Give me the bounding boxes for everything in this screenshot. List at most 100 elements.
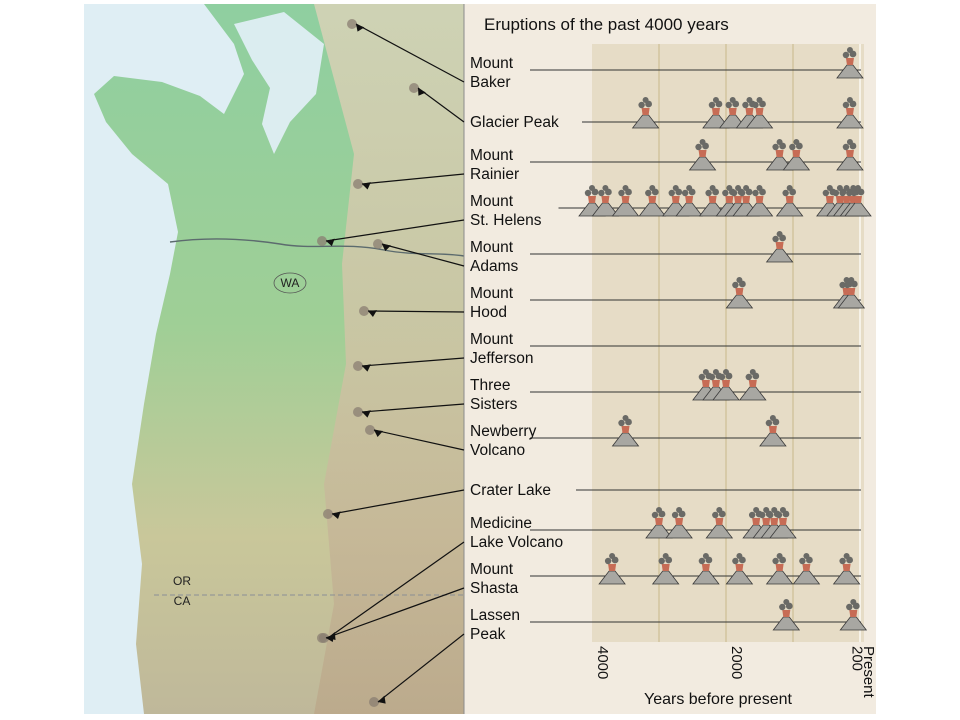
volcano-site-marker	[317, 236, 327, 246]
label-medicine-lake-volcano: Medicine Lake Volcano	[470, 515, 563, 551]
leader-line-mount-st-helens	[325, 219, 465, 242]
leader-arrowhead	[362, 410, 371, 418]
label-mount-rainier: Mount Rainier	[470, 147, 519, 183]
label-lassen-peak: Lassen Peak	[470, 607, 520, 643]
eruption-marker	[591, 185, 620, 217]
volcano-label-line: Adams	[470, 258, 518, 275]
row-medicine-lake-volcano	[530, 507, 861, 539]
volcano-site-marker	[353, 407, 363, 417]
eruption-marker	[665, 507, 693, 539]
label-mount-adams: Mount Adams	[470, 239, 518, 275]
leader-lines	[325, 23, 465, 704]
leader-line-mount-jefferson	[361, 357, 465, 367]
eruption-marker	[651, 553, 680, 585]
leader-arrowhead	[418, 88, 426, 96]
leader-line-glacier-peak	[417, 87, 465, 123]
eruption-marker	[839, 599, 868, 631]
row-lassen-peak	[530, 599, 868, 631]
leader-line-mount-hood	[367, 310, 465, 313]
leader-line-mount-shasta	[325, 587, 465, 639]
leader-arrowhead	[332, 511, 341, 520]
eruption-marker	[837, 277, 866, 309]
eruption-marker	[598, 553, 626, 585]
chart-title: Eruptions of the past 4000 years	[484, 15, 729, 34]
volcano-label-line: Mount	[470, 331, 514, 348]
eruption-marker	[645, 507, 673, 539]
volcano-site-marker	[359, 306, 369, 316]
eruption-marker	[792, 553, 821, 585]
wa-label-ring	[273, 272, 307, 294]
volcano-label-line: Medicine	[470, 515, 532, 532]
row-glacier-peak	[582, 97, 864, 129]
label-mount-st-helens: Mount St. Helens	[470, 193, 542, 229]
relief-map: WA OR CA	[84, 4, 465, 714]
eruption-marker	[611, 185, 640, 217]
eruption-marker	[692, 553, 720, 585]
volcano-label-line: Mount	[470, 561, 514, 578]
leader-arrowhead	[378, 695, 386, 704]
leader-line-three-sisters	[361, 403, 465, 413]
volcano-label-line: Jefferson	[470, 350, 533, 367]
eruption-marker	[688, 139, 717, 171]
leader-line-crater-lake	[331, 489, 465, 515]
volcano-site-marker	[353, 361, 363, 371]
volcano-label-line: Volcano	[470, 442, 525, 459]
row-mount-shasta	[530, 553, 861, 585]
leader-arrowhead	[356, 24, 365, 32]
volcano-site-marker	[373, 239, 383, 249]
eruption-marker	[765, 231, 794, 263]
volcano-label-line: Mount	[470, 193, 514, 210]
eruption-rows	[530, 47, 872, 631]
label-newberry-volcano: Newberry Volcano	[470, 423, 537, 459]
eruption-marker	[638, 185, 667, 217]
volcano-label-line: Lassen	[470, 607, 520, 624]
x-tick-label-4000: 4000	[594, 646, 611, 679]
leader-arrowhead	[374, 430, 384, 437]
row-three-sisters	[530, 369, 861, 401]
label-three-sisters: Three Sisters	[470, 377, 518, 413]
volcano-label-line: Mount	[470, 55, 514, 72]
label-crater-lake: Crater Lake	[470, 482, 551, 499]
eruption-marker	[836, 47, 864, 79]
leader-line-mount-rainier	[361, 173, 465, 185]
leader-line-mount-baker	[355, 23, 465, 83]
eruption-marker	[705, 507, 734, 539]
eruption-marker	[745, 97, 774, 129]
columbia-river	[169, 238, 465, 257]
label-mount-shasta: Mount Shasta	[470, 561, 519, 597]
row-mount-st-helens	[558, 185, 872, 217]
leader-arrowhead	[362, 182, 371, 190]
x-tick-label-present: Present	[860, 646, 876, 699]
eruption-marker	[836, 139, 864, 171]
map-label-wa: WA	[281, 276, 300, 290]
eruption-marker	[759, 415, 787, 447]
eruption-marker	[782, 139, 811, 171]
volcano-site-marker	[353, 179, 363, 189]
volcano-label-line: Lake Volcano	[470, 534, 563, 551]
chart-gridlines	[658, 44, 861, 642]
eruption-marker	[738, 369, 767, 401]
eruption-marker	[832, 553, 861, 585]
volcano-label-line: Sisters	[470, 396, 518, 413]
row-mount-adams	[530, 231, 861, 263]
leader-arrowhead	[326, 238, 335, 247]
volcano-label-line: Mount	[470, 147, 514, 164]
volcano-label-line: St. Helens	[470, 212, 542, 229]
x-axis-label: Years before present	[644, 691, 793, 708]
volcano-label-line: Newberry	[470, 423, 537, 440]
eruption-marker	[769, 507, 797, 539]
row-mount-hood	[530, 277, 866, 309]
x-tick-label-2000: 2000	[728, 646, 745, 679]
volcano-site-marker	[347, 19, 357, 29]
map-label-ca: CA	[174, 594, 191, 608]
volcano-label-line: Rainier	[470, 166, 519, 183]
volcano-labels: Mount Baker Glacier Peak Mount Rainier Mount S…	[470, 55, 563, 643]
leader-line-mount-adams	[381, 243, 465, 267]
label-mount-baker: Mount Baker	[470, 55, 514, 91]
volcano-eruption-figure: WA OR CA Eruptions of the past 4000 years …	[84, 4, 876, 714]
eruption-marker	[844, 185, 872, 217]
x-tick-label-200: 200	[849, 646, 866, 671]
label-mount-hood: Mount Hood	[470, 285, 514, 321]
